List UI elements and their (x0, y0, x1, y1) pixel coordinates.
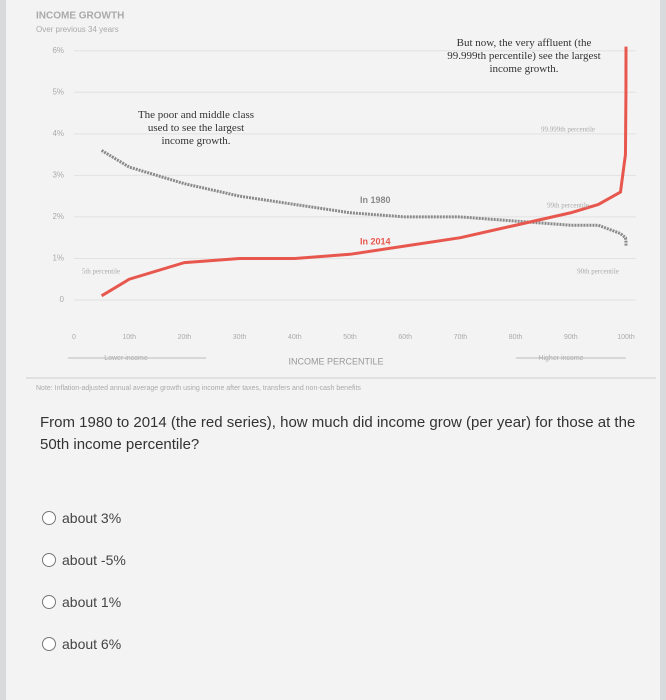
option-label: about -5% (62, 552, 126, 568)
x-tick-label: 0 (72, 334, 76, 341)
option-label: about 3% (62, 510, 122, 526)
x-tick-label: 20th (178, 334, 192, 341)
chart-title: INCOME GROWTH (36, 11, 124, 22)
quiz-card: INCOME GROWTH Over previous 34 years INC… (6, 0, 660, 700)
y-tick-label: 3% (52, 170, 64, 179)
series-label: In 2014 (360, 237, 391, 247)
question: From 1980 to 2014 (the red series), how … (40, 414, 636, 453)
radio-button[interactable] (42, 553, 56, 567)
answer-option[interactable]: about 3% (42, 510, 121, 526)
answer-option[interactable]: about 6% (42, 636, 121, 652)
x-tick-label: 30th (233, 334, 247, 341)
note: Note: Inflation-adjusted annual average … (36, 385, 361, 392)
x-tick-label: 40th (288, 334, 302, 341)
chart-subtitle: Over previous 34 years (36, 25, 119, 34)
option-label: about 1% (62, 594, 122, 610)
x-axis-title: INCOME PERCENTILE (288, 356, 383, 366)
y-tick-label: 5% (52, 87, 64, 96)
chart: INCOME GROWTH Over previous 34 years INC… (26, 11, 656, 392)
x-tick-label: 90th (564, 334, 578, 341)
x-tick-label: 60th (398, 334, 412, 341)
x-tick-label: 10th (122, 334, 136, 341)
y-tick-label: 6% (52, 46, 64, 55)
annotation: 99th percentile (547, 202, 589, 210)
y-tick-label: 4% (52, 129, 64, 138)
annotation: But now, the very affluent (the 99.999th … (447, 37, 600, 75)
x-tick-label: 70th (454, 334, 468, 341)
x-tick-label: 50th (343, 334, 357, 341)
series-line (100, 46, 628, 298)
x-tick-label: 100th (617, 334, 635, 341)
annotation: 90th percentile (577, 268, 619, 276)
radio-button[interactable] (42, 511, 56, 525)
radio-button[interactable] (42, 595, 56, 609)
answer-option[interactable]: about -5% (42, 552, 126, 568)
x-tick-label: 80th (509, 334, 523, 341)
radio-button[interactable] (42, 637, 56, 651)
series-line (100, 149, 628, 247)
annotation: 5th percentile (82, 268, 120, 276)
answer-option[interactable]: about 1% (42, 594, 121, 610)
y-tick-label: 2% (52, 212, 64, 221)
option-label: about 6% (62, 636, 122, 652)
annotation: The poor and middle class used to see the… (138, 109, 254, 147)
y-tick-label: 1% (52, 254, 64, 263)
annotation: 99.999th percentile (541, 126, 595, 134)
series-label: In 1980 (360, 195, 391, 205)
y-tick-label: 0 (60, 295, 65, 304)
